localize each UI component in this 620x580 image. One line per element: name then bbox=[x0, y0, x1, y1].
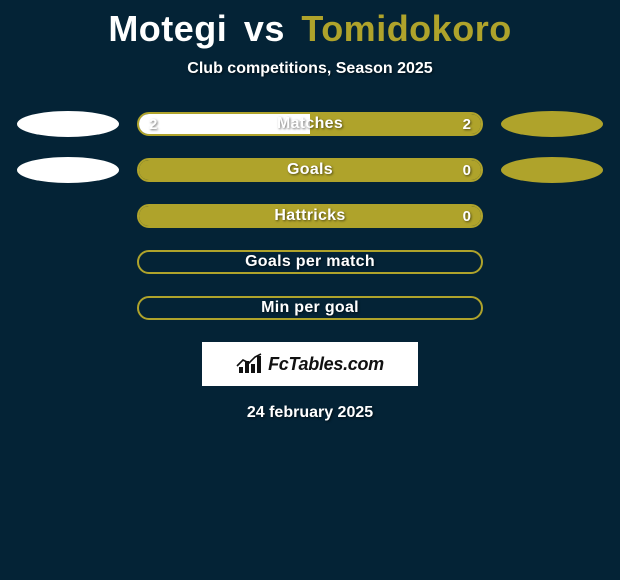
logo-box: FcTables.com bbox=[202, 342, 418, 386]
stat-right-value: 0 bbox=[463, 206, 471, 226]
player-right-name: Tomidokoro bbox=[301, 8, 511, 49]
left-ellipse bbox=[17, 111, 119, 137]
stat-bar: Hattricks0 bbox=[137, 204, 483, 228]
stat-row: Min per goal bbox=[0, 296, 620, 320]
stat-label: Goals bbox=[139, 160, 481, 180]
bar-chart-icon bbox=[236, 353, 262, 375]
stat-left-value: 2 bbox=[149, 114, 157, 134]
subtitle: Club competitions, Season 2025 bbox=[0, 60, 620, 78]
stat-row: Goals0 bbox=[0, 158, 620, 182]
stat-bar: Goals0 bbox=[137, 158, 483, 182]
stat-bar: Goals per match bbox=[137, 250, 483, 274]
stat-label: Min per goal bbox=[139, 298, 481, 318]
right-ellipse bbox=[501, 111, 603, 137]
stat-row: Hattricks0 bbox=[0, 204, 620, 228]
stat-bar: Matches2 2 bbox=[137, 112, 483, 136]
stat-row: Goals per match bbox=[0, 250, 620, 274]
title-separator: vs bbox=[244, 8, 285, 49]
right-ellipse bbox=[501, 157, 603, 183]
left-spacer bbox=[17, 203, 119, 229]
page-title: Motegi vs Tomidokoro bbox=[0, 0, 620, 50]
stats-container: Matches22Goals0Hattricks0Goals per match… bbox=[0, 112, 620, 320]
left-spacer bbox=[17, 249, 119, 275]
stat-bar: Min per goal bbox=[137, 296, 483, 320]
stat-right-value: 2 bbox=[463, 114, 471, 134]
right-spacer bbox=[501, 203, 603, 229]
logo-text: FcTables.com bbox=[268, 354, 384, 375]
date-text: 24 february 2025 bbox=[0, 404, 620, 422]
stat-label: Matches bbox=[139, 114, 481, 134]
player-left-name: Motegi bbox=[108, 8, 227, 49]
stat-row: Matches2 2 bbox=[0, 112, 620, 136]
stat-label: Hattricks bbox=[139, 206, 481, 226]
stat-right-value: 0 bbox=[463, 160, 471, 180]
left-spacer bbox=[17, 295, 119, 321]
stat-label: Goals per match bbox=[139, 252, 481, 272]
right-spacer bbox=[501, 249, 603, 275]
right-spacer bbox=[501, 295, 603, 321]
left-ellipse bbox=[17, 157, 119, 183]
